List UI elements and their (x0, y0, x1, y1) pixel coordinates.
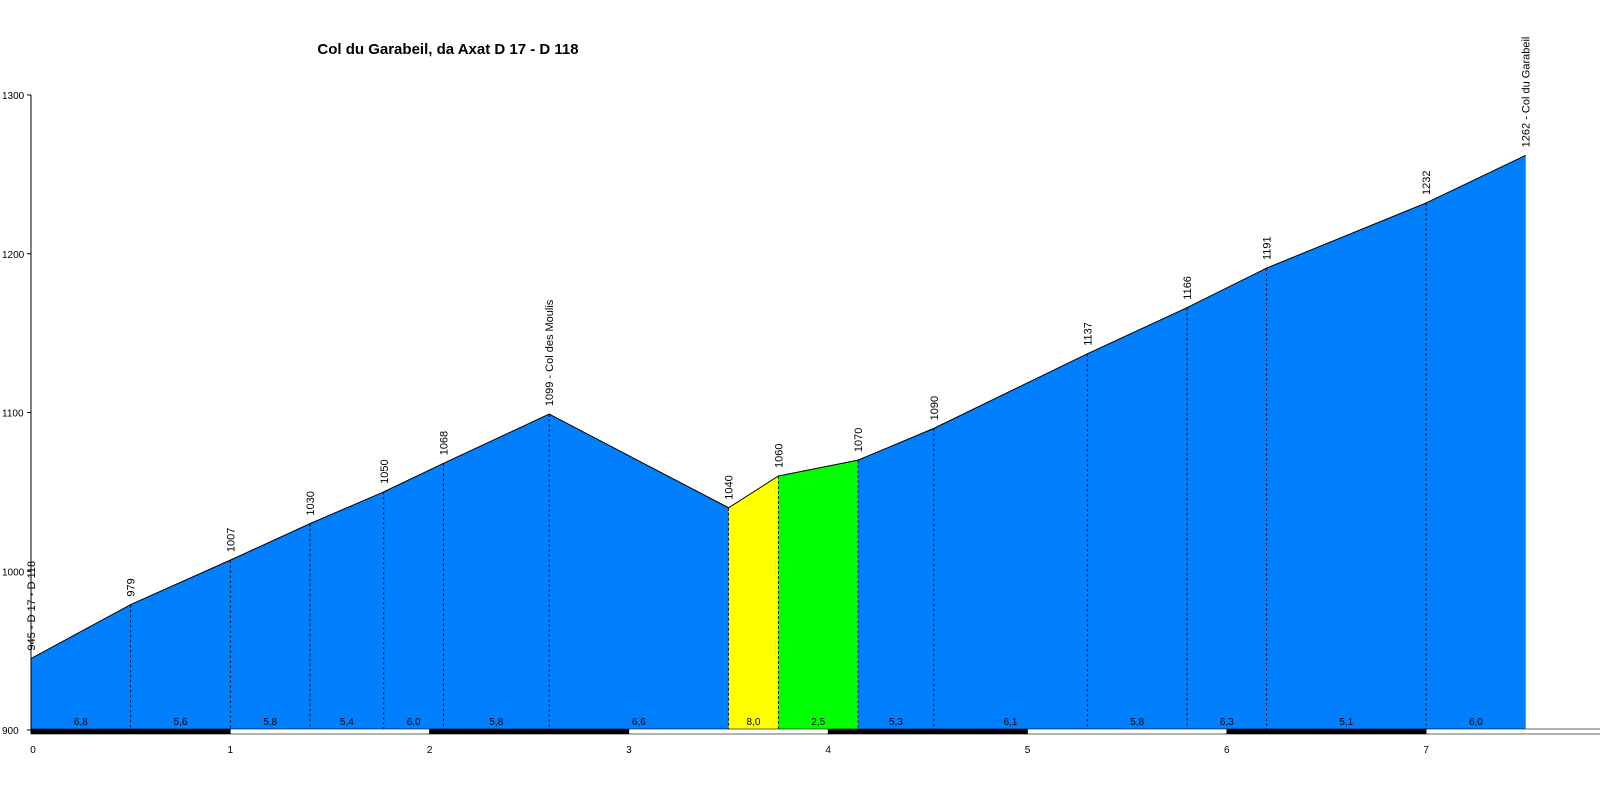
segment-area-2 (130, 560, 231, 730)
tick-labels: 900 1000 1100 1200 1300 0 1 2 3 4 5 6 7 (2, 91, 1429, 756)
altitude-label: 1262 - Col du Garabeil (1521, 37, 1533, 148)
segment-area-14 (1266, 202, 1427, 730)
km-bar-segment (827, 728, 1028, 735)
altitude-label: 1007 (225, 528, 237, 552)
segment-area-3 (230, 523, 311, 730)
gradient-label: 5,3 (889, 717, 903, 728)
km-bar-segment (1425, 728, 1600, 735)
gradient-label: 6,0 (1469, 717, 1483, 728)
altitude-label: 1070 (853, 428, 865, 452)
altitude-label: 1040 (724, 475, 736, 499)
segment-area-13 (1186, 268, 1267, 730)
x-tick-label: 7 (1423, 745, 1429, 756)
km-bar-segment (30, 728, 231, 735)
segment-fills (31, 155, 1526, 730)
segment-area-4 (310, 491, 384, 730)
x-tick-label: 5 (1025, 745, 1031, 756)
x-tick-label: 0 (30, 745, 36, 756)
drop-lines (130, 202, 1427, 730)
segment-area-6 (443, 414, 550, 730)
altitude-label: 1090 (929, 396, 941, 420)
y-tick-label: 1100 (2, 409, 24, 420)
gradient-label: 6,1 (1004, 717, 1018, 728)
y-tick-label: 1300 (2, 91, 25, 102)
gradient-label: 2,5 (811, 717, 825, 728)
altitude-label: 1166 (1182, 276, 1194, 300)
gradient-label: 8,0 (747, 717, 761, 728)
y-tick-label: 1200 (2, 250, 25, 261)
gradient-label: 5,6 (174, 717, 188, 728)
altitude-label: 1191 (1262, 236, 1274, 260)
km-bar-segment (1027, 728, 1228, 735)
gradient-label: 5,8 (263, 717, 277, 728)
altitude-label: 1099 - Col des Moulis (544, 299, 556, 406)
altitude-label: 1060 (773, 444, 785, 468)
km-scale-bar (30, 728, 1600, 735)
km-bar-segment (230, 728, 430, 735)
altitude-annotations: 945 - D 17 - D 118 979 1007 1030 1050 1068 109… (26, 37, 1533, 651)
km-bar-segment (1226, 728, 1427, 735)
x-tick-label: 3 (626, 745, 632, 756)
profile-outline (30, 154, 1526, 660)
km-bar-segment (429, 728, 630, 735)
chart-title: Col du Garabeil, da Axat D 17 - D 118 (317, 41, 578, 58)
gradient-label: 6,3 (1220, 717, 1234, 728)
altitude-label: 945 - D 17 - D 118 (26, 561, 38, 651)
segment-area-8 (728, 476, 779, 730)
gradient-label: 5,4 (340, 717, 354, 728)
gradient-label: 6,6 (632, 717, 646, 728)
gradient-label: 5,8 (489, 717, 503, 728)
x-tick-label: 1 (228, 745, 234, 756)
x-tick-label: 2 (427, 745, 433, 756)
profile-line (30, 154, 1526, 660)
altitude-label: 1232 (1421, 170, 1433, 194)
x-tick-label: 6 (1224, 745, 1230, 756)
segment-area-15 (1426, 155, 1526, 730)
km-bar-segment (628, 728, 829, 735)
gradient-label: 5,1 (1339, 717, 1353, 728)
altitude-label: 1068 (439, 431, 451, 455)
x-tick-label: 4 (825, 745, 831, 756)
altitude-label: 979 (126, 578, 138, 596)
y-tick-label: 900 (2, 726, 19, 737)
altitude-label: 1030 (305, 491, 317, 515)
segment-area-11 (933, 353, 1088, 730)
segment-area-1 (31, 604, 131, 730)
gradient-label: 6,8 (74, 717, 88, 728)
y-tick-label: 1000 (2, 567, 25, 578)
segment-area-5 (383, 463, 444, 730)
segment-area-7 (549, 414, 729, 730)
segment-area-9 (778, 460, 859, 730)
gradient-label: 6,0 (407, 717, 421, 728)
gradient-label: 5,8 (1130, 717, 1144, 728)
segment-area-10 (858, 428, 934, 730)
gradient-labels: 6,8 5,6 5,8 5,4 6,0 5,8 6,6 8,0 2,5 5,3 6,1 5,8 6,3 5… (74, 717, 1483, 728)
altitude-label: 1050 (379, 459, 391, 483)
segment-area-12 (1087, 307, 1187, 730)
altitude-label: 1137 (1082, 322, 1094, 346)
